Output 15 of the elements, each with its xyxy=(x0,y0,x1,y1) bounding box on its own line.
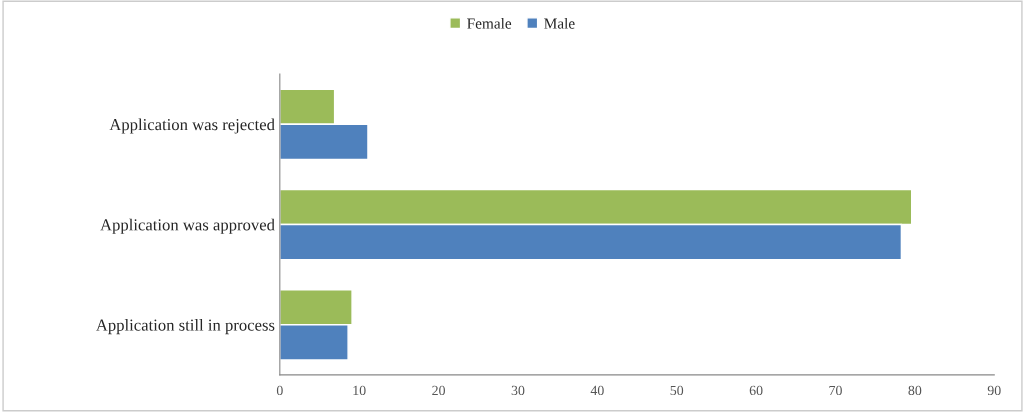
legend-label: Female xyxy=(467,17,512,29)
x-tick-label: 30 xyxy=(511,385,525,396)
x-tick-label: 50 xyxy=(670,385,684,396)
y-tick-label: Application still in process xyxy=(95,319,275,335)
x-tick-label: 70 xyxy=(829,385,842,396)
x-tick-label: 60 xyxy=(749,385,763,396)
x-tick-label: 0 xyxy=(276,385,283,396)
y-tick-label: Application was rejected xyxy=(109,118,275,134)
x-tick-label: 40 xyxy=(590,385,604,396)
x-tick-label: 10 xyxy=(353,385,366,396)
x-tick-label: 80 xyxy=(908,385,922,396)
x-tick-label: 90 xyxy=(987,385,1001,396)
legend-label: Male xyxy=(544,17,575,29)
y-tick-label: Application was approved xyxy=(100,218,275,234)
x-tick-label: 20 xyxy=(432,385,445,396)
